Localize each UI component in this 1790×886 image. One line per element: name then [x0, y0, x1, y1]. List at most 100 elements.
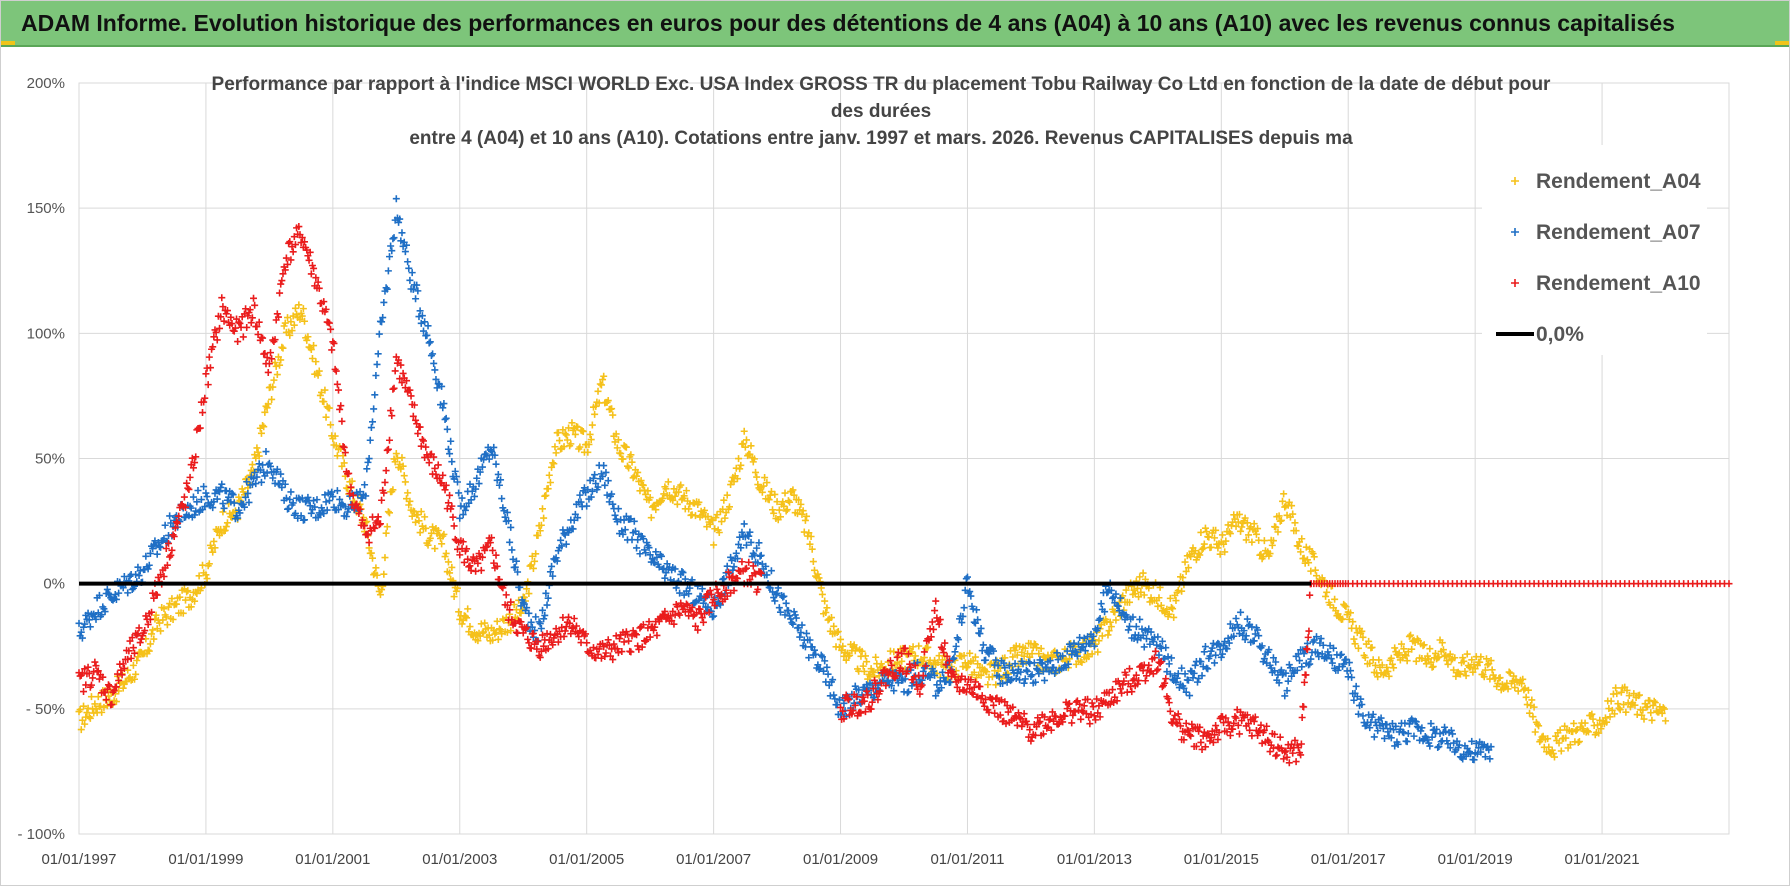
data-point — [939, 645, 947, 653]
data-point — [890, 648, 898, 656]
data-point — [1021, 644, 1029, 652]
data-point — [431, 545, 439, 553]
data-point — [967, 592, 975, 600]
data-point — [1226, 620, 1234, 628]
data-point — [922, 662, 930, 670]
data-point — [842, 691, 850, 699]
data-point — [204, 381, 212, 389]
data-point — [1378, 661, 1386, 669]
data-point — [440, 400, 448, 408]
data-point — [1283, 753, 1291, 761]
data-point — [1009, 653, 1017, 661]
data-point — [183, 479, 191, 487]
data-point — [860, 667, 868, 675]
data-point — [289, 499, 297, 507]
data-point — [898, 657, 906, 665]
data-point — [376, 591, 384, 599]
data-point — [1529, 713, 1537, 721]
data-point — [150, 635, 158, 643]
data-point — [1178, 664, 1186, 672]
data-point — [570, 615, 578, 623]
data-point — [1037, 645, 1045, 653]
data-point — [1607, 697, 1615, 705]
data-point — [613, 645, 621, 653]
data-point — [416, 423, 424, 431]
data-point — [478, 629, 486, 637]
data-point — [1587, 712, 1595, 720]
data-point — [696, 605, 704, 613]
data-point — [395, 356, 403, 364]
data-point — [1114, 602, 1122, 610]
data-point — [452, 473, 460, 481]
data-point — [670, 620, 678, 628]
data-point — [1088, 699, 1096, 707]
data-point — [951, 673, 959, 681]
data-point — [1118, 689, 1126, 697]
data-point — [386, 436, 394, 444]
data-point — [477, 566, 485, 574]
data-point — [333, 487, 341, 495]
data-point — [806, 636, 814, 644]
y-tick-label: - 50% — [26, 701, 65, 718]
data-point — [108, 701, 116, 709]
data-point — [892, 672, 900, 680]
data-point — [1224, 634, 1232, 642]
data-point — [814, 661, 822, 669]
data-point — [165, 539, 173, 547]
data-point — [312, 274, 320, 282]
data-point — [1214, 544, 1222, 552]
data-point — [1022, 666, 1030, 674]
data-point — [775, 506, 783, 514]
legend: Rendement_A04Rendement_A07Rendement_A100… — [1482, 145, 1707, 355]
data-point — [1404, 730, 1412, 738]
data-point — [415, 517, 423, 525]
data-point — [104, 589, 112, 597]
data-point — [1127, 683, 1135, 691]
data-point — [1081, 647, 1089, 655]
data-point — [222, 310, 230, 318]
data-point — [939, 656, 947, 664]
data-point — [310, 497, 318, 505]
data-point — [507, 627, 515, 635]
data-point — [369, 418, 377, 426]
data-point — [549, 459, 557, 467]
data-point — [837, 635, 845, 643]
data-point — [254, 448, 262, 456]
data-point — [1658, 709, 1666, 717]
data-point — [1096, 615, 1104, 623]
data-point — [1429, 663, 1437, 671]
data-point — [974, 693, 982, 701]
data-point — [929, 667, 937, 675]
data-point — [1070, 639, 1078, 647]
data-point — [80, 688, 88, 696]
data-point — [1606, 713, 1614, 721]
data-point — [644, 624, 652, 632]
data-point — [863, 687, 871, 695]
data-point — [1087, 710, 1095, 718]
data-point — [1177, 722, 1185, 730]
data-point — [786, 612, 794, 620]
data-point — [1026, 653, 1034, 661]
data-point — [600, 372, 608, 380]
data-point — [497, 626, 505, 634]
data-point — [307, 346, 315, 354]
data-point — [386, 509, 394, 517]
data-point — [792, 614, 800, 622]
data-point — [1481, 666, 1489, 674]
data-point — [236, 509, 244, 517]
data-point — [711, 525, 719, 533]
data-point — [494, 635, 502, 643]
data-point — [1126, 598, 1134, 606]
data-point — [1584, 728, 1592, 736]
data-point — [919, 672, 927, 680]
data-point — [414, 287, 422, 295]
data-point — [234, 514, 242, 522]
data-point — [481, 619, 489, 627]
data-point — [1260, 726, 1268, 734]
data-point — [465, 563, 473, 571]
data-point — [1030, 659, 1038, 667]
data-point — [1175, 715, 1183, 723]
data-point — [1350, 696, 1358, 704]
data-point — [747, 538, 755, 546]
data-point — [1570, 719, 1578, 727]
